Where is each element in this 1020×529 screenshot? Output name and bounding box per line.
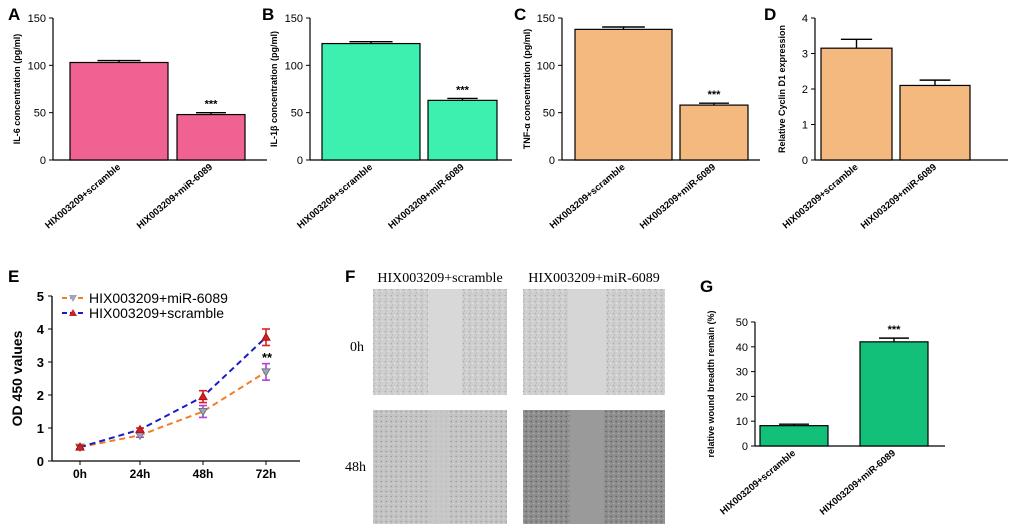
x-category-label: HIX003209+miR-6089 <box>859 162 939 232</box>
y-tick-label: 150 <box>537 13 555 25</box>
bar-2 <box>427 99 498 161</box>
data-point <box>135 431 145 441</box>
x-category-label: HIX003209+miR-6089 <box>386 162 466 232</box>
x-tick-label: 0h <box>73 467 87 481</box>
x-category-label: HIX003209+miR-6089 <box>818 448 898 518</box>
significance-marker: *** <box>205 99 219 111</box>
panel-letter-a: A <box>8 5 20 24</box>
x-tick-label: 72h <box>256 467 277 481</box>
y-tick-label: 0 <box>40 155 46 167</box>
bar-1 <box>574 28 673 161</box>
y-tick-label: 50 <box>291 108 303 120</box>
wound-gap <box>430 410 450 524</box>
y-tick-label: 50 <box>543 108 555 120</box>
panel-letter-g: G <box>700 277 713 296</box>
y-tick-label: 0 <box>802 155 808 167</box>
data-point <box>261 368 271 377</box>
x-category-label: HIX003209+scramble <box>781 162 861 231</box>
y-tick-label: 1 <box>37 421 44 436</box>
x-category-label: HIX003209+scramble <box>548 162 628 231</box>
series-line-2 <box>79 336 267 449</box>
panel-letter-e: E <box>8 267 19 286</box>
data-point <box>198 408 208 417</box>
series-line-1 <box>79 371 267 449</box>
y-axis-title: OD 450 values <box>9 330 25 426</box>
x-category-label: HIX003209+miR-6089 <box>135 162 215 232</box>
significance-marker: *** <box>708 89 722 101</box>
y-tick-label: 150 <box>28 13 46 25</box>
y-axis-title: Relative Cyclin D1 expression <box>777 25 787 153</box>
y-tick-label: 150 <box>285 13 303 25</box>
x-tick-label: 48h <box>193 467 214 481</box>
wound-gap <box>570 410 604 524</box>
y-tick-label: 100 <box>537 60 555 72</box>
x-tick-label: 24h <box>130 467 151 481</box>
bar-2 <box>899 84 971 161</box>
panel-letter-f: F <box>345 267 355 286</box>
y-axis-title: TNF-α concentration (pg/ml) <box>522 29 532 150</box>
y-tick-label: 50 <box>736 317 748 329</box>
x-category-label: HIX003209+scramble <box>43 162 123 231</box>
y-axis-title: relative wound breadth remain (%) <box>706 310 716 457</box>
significance-marker: *** <box>456 84 470 96</box>
data-point <box>135 424 145 434</box>
panel-letter-c: C <box>514 5 526 24</box>
y-tick-label: 20 <box>736 391 748 403</box>
y-tick-label: 10 <box>736 416 748 428</box>
y-tick-label: 3 <box>802 49 808 61</box>
legend-marker <box>69 295 77 302</box>
y-tick-label: 40 <box>736 342 748 354</box>
bar-2 <box>679 104 749 161</box>
data-point <box>75 442 85 451</box>
legend-marker <box>69 309 77 316</box>
wound-gap <box>428 289 462 395</box>
bar-2 <box>176 113 246 161</box>
row-label: 48h <box>345 460 366 475</box>
bar-1 <box>321 42 421 161</box>
row-label: 0h <box>350 340 364 355</box>
legend-label: HIX003209+scramble <box>89 305 224 321</box>
y-axis-title: IL-1β concentration (pg/ml) <box>269 31 279 147</box>
legend-label: HIX003209+miR-6089 <box>89 290 228 306</box>
column-label: HIX003209+scramble <box>377 271 502 286</box>
y-tick-label: 30 <box>736 367 748 379</box>
x-category-label: HIX003209+scramble <box>718 448 798 517</box>
wound-gap <box>568 289 606 395</box>
y-tick-label: 4 <box>37 322 45 337</box>
data-point <box>261 332 271 341</box>
y-tick-label: 5 <box>37 289 44 304</box>
y-tick-label: 2 <box>802 84 808 96</box>
y-tick-label: 2 <box>37 388 44 403</box>
y-tick-label: 100 <box>285 60 303 72</box>
y-axis-title: IL-6 concentration (pg/ml) <box>12 34 22 145</box>
panel-letter-b: B <box>262 5 274 24</box>
bar-1 <box>820 47 893 161</box>
panel-letter-d: D <box>764 5 776 24</box>
y-tick-label: 0 <box>297 155 303 167</box>
bar-1 <box>759 425 829 447</box>
y-tick-label: 50 <box>34 108 46 120</box>
y-tick-label: 4 <box>802 13 808 25</box>
y-tick-label: 3 <box>37 355 44 370</box>
y-tick-label: 0 <box>549 155 555 167</box>
x-category-label: HIX003209+scramble <box>295 162 375 231</box>
significance-marker: ** <box>262 350 273 365</box>
y-tick-label: 100 <box>28 60 46 72</box>
column-label: HIX003209+miR-6089 <box>528 271 660 286</box>
significance-marker: *** <box>888 324 902 336</box>
data-point <box>198 391 208 401</box>
x-category-label: HIX003209+miR-6089 <box>638 162 718 232</box>
bar-2 <box>859 341 929 447</box>
y-tick-label: 0 <box>37 454 44 469</box>
y-tick-label: 0 <box>742 441 748 453</box>
y-tick-label: 1 <box>802 120 808 132</box>
bar-1 <box>69 61 169 161</box>
